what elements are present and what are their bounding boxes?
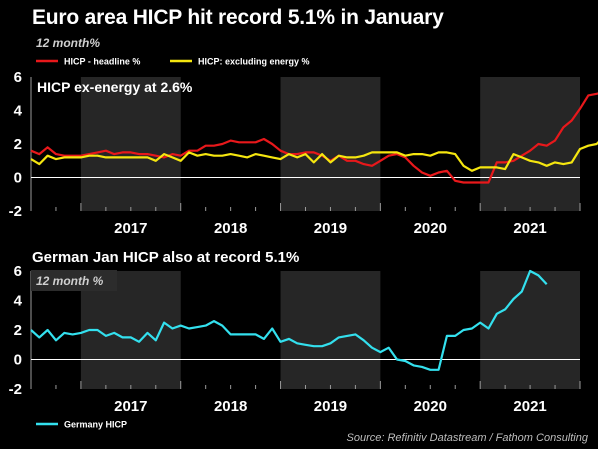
y-tick-label: 2 bbox=[14, 136, 22, 153]
source-note: Source: Refinitiv Datastream / Fathom Co… bbox=[346, 432, 589, 444]
y-tick-label: 2 bbox=[14, 322, 22, 339]
inner-label-box bbox=[31, 270, 117, 291]
y-tick-label: 0 bbox=[14, 170, 22, 187]
y-tick-label: 0 bbox=[14, 352, 22, 369]
series-line-0 bbox=[30, 269, 548, 371]
chart-title: German Jan HICP also at record 5.1% bbox=[32, 249, 299, 266]
x-tick-label: 2018 bbox=[214, 398, 247, 415]
x-tick-label: 2021 bbox=[513, 398, 546, 415]
x-tick-label: 2019 bbox=[314, 220, 347, 237]
x-tick-label: 2019 bbox=[314, 398, 347, 415]
inner-label: 12 month % bbox=[36, 274, 104, 288]
page-title: Euro area HICP hit record 5.1% in Januar… bbox=[32, 6, 444, 29]
year-band-2017 bbox=[80, 77, 181, 211]
euro-area-chart: -2 0 2 4 6 2017 2018 2019 2020 2021 HICP ex-energy… bbox=[9, 57, 598, 237]
legend-label: HICP: excluding energy % bbox=[198, 57, 310, 67]
chart-title: HICP ex-energy at 2.6% bbox=[37, 79, 193, 95]
x-tick-label: 2021 bbox=[513, 220, 546, 237]
series-line-1 bbox=[30, 141, 598, 172]
germany-chart: -2 0 2 4 6 2017 2018 2019 2020 2021 German Jan HIC… bbox=[9, 249, 581, 430]
x-tick-label: 2018 bbox=[214, 220, 247, 237]
x-tick-label: 2020 bbox=[414, 220, 447, 237]
year-band-2019 bbox=[280, 271, 381, 389]
y-tick-label: 4 bbox=[14, 293, 23, 310]
x-tick-label: 2020 bbox=[414, 398, 447, 415]
units-subtitle: 12 month% bbox=[36, 36, 101, 50]
legend-label: Germany HICP bbox=[64, 420, 127, 430]
year-band-2021 bbox=[480, 271, 580, 389]
year-band-2021 bbox=[480, 77, 580, 211]
y-tick-label: -2 bbox=[9, 381, 22, 398]
y-tick-label: 6 bbox=[14, 263, 22, 280]
y-tick-label: -2 bbox=[9, 203, 22, 220]
y-tick-label: 6 bbox=[14, 69, 22, 86]
y-tick-label: 4 bbox=[14, 103, 23, 120]
legend-label: HICP - headline % bbox=[64, 57, 140, 67]
x-tick-label: 2017 bbox=[114, 398, 147, 415]
year-band-2019 bbox=[280, 77, 381, 211]
x-tick-label: 2017 bbox=[114, 220, 147, 237]
